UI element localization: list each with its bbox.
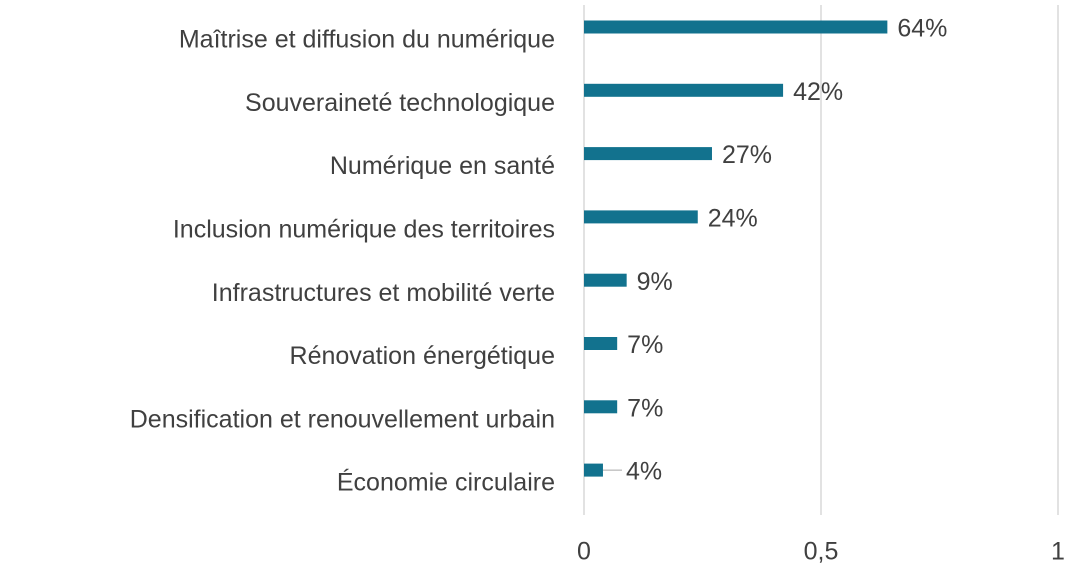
bar xyxy=(584,210,698,224)
x-tick-label: 1 xyxy=(1051,538,1065,566)
value-label: 42% xyxy=(793,78,843,106)
bar xyxy=(584,400,618,414)
bar xyxy=(584,273,627,287)
bar xyxy=(584,337,618,350)
value-label: 64% xyxy=(897,15,947,43)
x-tick-label: 0 xyxy=(577,538,591,566)
value-label: 4% xyxy=(626,458,662,486)
value-label: 7% xyxy=(627,394,663,422)
category-label: Numérique en santé xyxy=(330,152,555,180)
value-label: 27% xyxy=(722,141,772,169)
x-tick-label: 0,5 xyxy=(804,538,839,566)
value-label: 7% xyxy=(627,331,663,359)
bar xyxy=(584,463,603,477)
value-label: 24% xyxy=(708,205,758,233)
bar xyxy=(584,83,784,97)
category-label: Économie circulaire xyxy=(337,468,555,497)
category-label: Rénovation énergétique xyxy=(290,342,555,370)
category-label: Infrastructures et mobilité verte xyxy=(212,279,555,307)
category-label: Densification et renouvellement urbain xyxy=(130,405,555,433)
bar xyxy=(584,20,888,34)
category-label: Souveraineté technologique xyxy=(245,89,555,117)
bar xyxy=(584,147,712,161)
category-label: Maîtrise et diffusion du numérique xyxy=(179,26,555,54)
value-label: 9% xyxy=(637,268,673,296)
category-label: Inclusion numérique des territoires xyxy=(173,216,555,244)
